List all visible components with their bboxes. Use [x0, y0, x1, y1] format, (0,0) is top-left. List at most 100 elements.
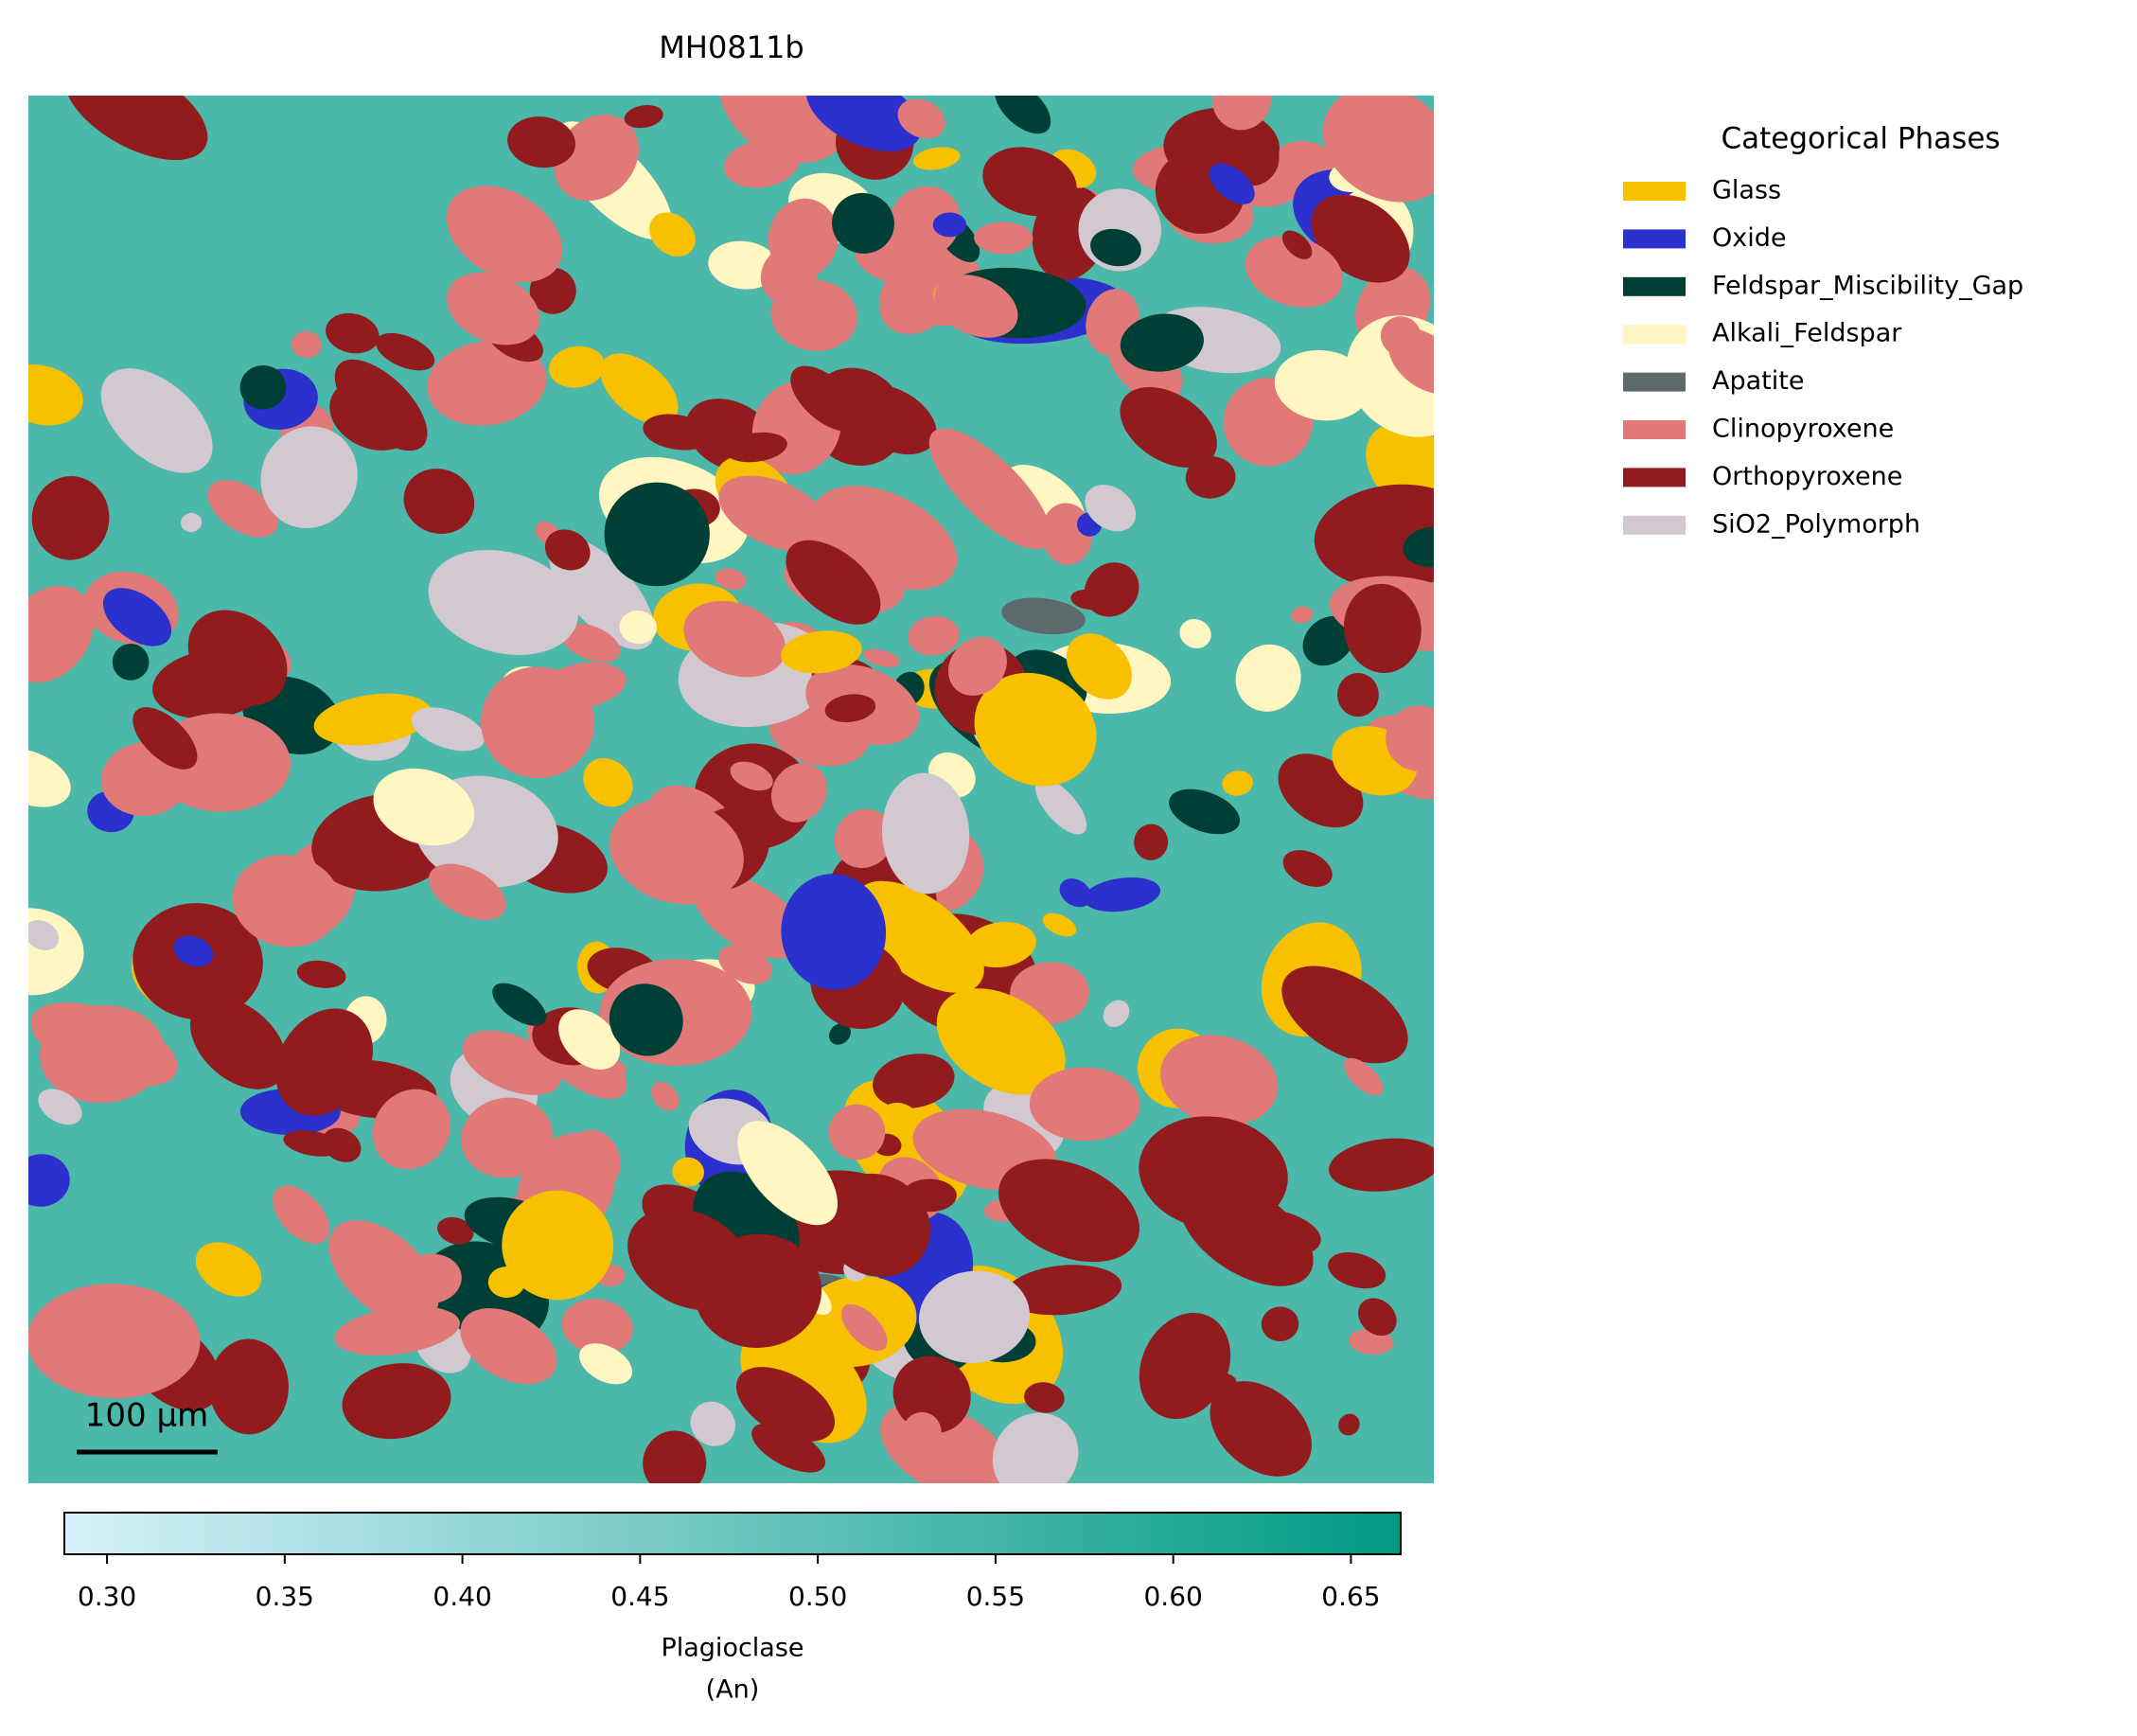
phase-region	[544, 529, 591, 571]
phase-region	[447, 272, 540, 345]
phase-region	[28, 586, 95, 683]
phase-region	[892, 1355, 971, 1434]
phase-region	[1103, 1000, 1130, 1028]
phase-region	[805, 96, 922, 151]
phase-region	[902, 1411, 942, 1452]
phase-region	[1035, 778, 1087, 835]
phase-region	[1042, 912, 1077, 937]
phase-region	[609, 983, 683, 1056]
phase-region	[403, 469, 475, 534]
phase-region	[918, 1270, 1030, 1364]
phase-region	[1093, 1074, 1121, 1103]
legend-swatch	[1623, 229, 1686, 249]
phase-region	[1031, 1330, 1061, 1354]
phase-region	[643, 1430, 707, 1483]
colorbar-tick-label: 0.65	[1321, 1581, 1380, 1612]
phase-region	[1179, 619, 1211, 648]
phase-region	[38, 1089, 82, 1125]
phase-region	[717, 96, 851, 163]
phase-region	[437, 1216, 474, 1245]
phase-region	[1281, 965, 1408, 1064]
phase-region	[372, 1089, 451, 1170]
legend-label: Apatite	[1712, 366, 1804, 396]
phase-region	[207, 480, 278, 538]
phase-region	[1059, 878, 1092, 908]
phase-region	[824, 694, 876, 723]
phase-region	[1322, 96, 1434, 203]
phase-region	[854, 880, 984, 993]
phase-region	[1291, 606, 1314, 624]
phase-region	[835, 1219, 890, 1268]
phase-region	[273, 1185, 330, 1245]
phase-region	[296, 960, 346, 988]
phase-region	[1160, 1035, 1279, 1126]
legend-swatch	[1623, 325, 1686, 345]
phase-region	[1120, 386, 1217, 468]
phase-region	[1380, 316, 1422, 356]
phase-region	[786, 540, 881, 625]
phase-region	[770, 763, 828, 823]
legend-swatch	[1623, 276, 1686, 296]
phase-region	[1261, 1306, 1299, 1342]
phase-region	[1343, 1057, 1384, 1096]
phase-region	[1328, 1252, 1386, 1289]
phase-region	[683, 600, 786, 678]
phase-region	[329, 378, 416, 451]
phase-region	[548, 345, 606, 388]
phase-region	[1210, 1381, 1312, 1477]
phase-region	[28, 908, 84, 996]
phase-region	[173, 935, 214, 967]
phase-region	[790, 365, 860, 432]
legend-swatch	[1623, 420, 1686, 439]
phase-region	[132, 707, 198, 770]
phase-region	[123, 1023, 157, 1051]
phase-region	[195, 1242, 262, 1297]
phase-region	[427, 340, 547, 426]
phase-region	[1185, 456, 1236, 499]
legend-title: Categorical Phases	[1721, 122, 2000, 156]
phase-region	[672, 1157, 704, 1187]
phase-region	[781, 630, 862, 674]
phase-region	[840, 1303, 888, 1352]
phase-region	[992, 1412, 1079, 1483]
phase-region	[781, 874, 887, 990]
phase-region	[28, 364, 83, 426]
phase-region	[995, 96, 1051, 134]
phase-region	[998, 1159, 1140, 1263]
phase-region	[1084, 877, 1161, 912]
phase-region	[326, 312, 380, 354]
phase-region	[832, 192, 894, 254]
phase-region	[936, 988, 1066, 1095]
phase-region	[28, 748, 71, 807]
phase-region	[609, 798, 744, 905]
phase-region	[649, 212, 696, 257]
phase-region	[1169, 788, 1241, 835]
colorbar-tick-label: 0.55	[966, 1581, 1025, 1612]
phase-region	[828, 1104, 886, 1160]
phase-region	[932, 212, 967, 238]
phase-region	[908, 615, 960, 656]
phase-region	[1134, 824, 1169, 860]
phase-region	[947, 636, 1007, 696]
phase-region	[690, 1401, 735, 1446]
phase-region	[481, 666, 595, 779]
phase-region	[882, 772, 970, 895]
phase-region	[211, 937, 260, 977]
phase-region	[283, 1130, 342, 1157]
phase-region	[651, 1082, 680, 1111]
phase-region	[1329, 1138, 1434, 1192]
phase-region	[561, 1299, 633, 1355]
legend-label: Glass	[1712, 176, 1781, 205]
phase-region	[974, 672, 1097, 787]
phase-region	[1358, 1298, 1397, 1337]
phase-region	[411, 707, 486, 752]
phase-region	[1282, 850, 1333, 887]
phase-region	[334, 1305, 460, 1355]
legend-swatch	[1623, 468, 1686, 487]
phase-region	[373, 768, 475, 846]
phase-region	[342, 1363, 451, 1440]
phase-region	[1084, 562, 1139, 617]
phase-region	[770, 279, 857, 351]
phase-region	[834, 808, 893, 868]
phase-region	[1314, 484, 1434, 590]
